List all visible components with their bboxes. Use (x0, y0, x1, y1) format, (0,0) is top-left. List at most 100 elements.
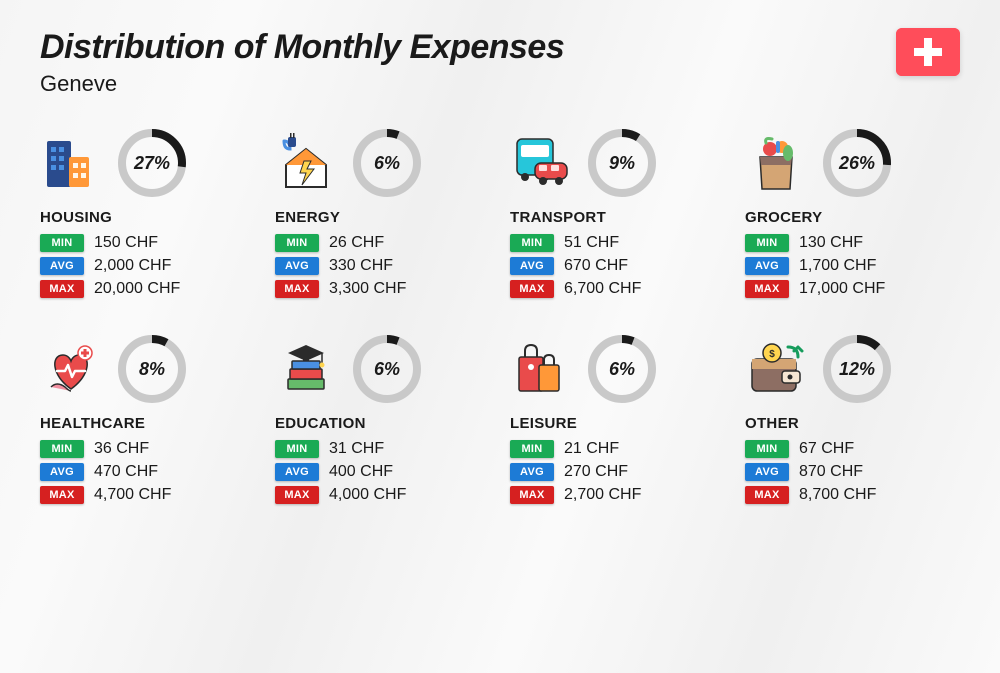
avg-badge: AVG (275, 463, 319, 481)
card-top: $ 12% (745, 333, 960, 405)
avg-badge: AVG (40, 257, 84, 275)
avg-value: 330 CHF (329, 257, 393, 275)
heart-care-icon (40, 338, 102, 400)
max-value: 20,000 CHF (94, 280, 180, 298)
category-name: LEISURE (510, 415, 725, 432)
max-value: 4,000 CHF (329, 486, 406, 504)
min-badge: MIN (510, 234, 554, 252)
swiss-flag-icon (896, 28, 960, 76)
min-value: 51 CHF (564, 234, 619, 252)
percentage-donut: 6% (586, 333, 658, 405)
percentage-value: 12% (821, 333, 893, 405)
max-badge: MAX (40, 486, 84, 504)
avg-badge: AVG (275, 257, 319, 275)
stat-max-row: MAX 8,700 CHF (745, 486, 960, 504)
percentage-donut: 26% (821, 127, 893, 199)
stat-avg-row: AVG 1,700 CHF (745, 257, 960, 275)
stat-min-row: MIN 36 CHF (40, 440, 255, 458)
svg-text:$: $ (769, 349, 775, 360)
category-name: EDUCATION (275, 415, 490, 432)
max-badge: MAX (510, 486, 554, 504)
min-value: 26 CHF (329, 234, 384, 252)
max-badge: MAX (745, 280, 789, 298)
percentage-donut: 6% (351, 127, 423, 199)
category-name: HEALTHCARE (40, 415, 255, 432)
card-top: 6% (275, 333, 490, 405)
max-badge: MAX (40, 280, 84, 298)
card-top: 8% (40, 333, 255, 405)
stat-max-row: MAX 4,700 CHF (40, 486, 255, 504)
grad-books-icon (275, 338, 337, 400)
percentage-value: 6% (351, 333, 423, 405)
grocery-bag-icon (745, 132, 807, 194)
min-badge: MIN (510, 440, 554, 458)
card-top: 26% (745, 127, 960, 199)
stat-min-row: MIN 67 CHF (745, 440, 960, 458)
categories-grid: 27% HOUSING MIN 150 CHF AVG 2,000 CHF MA… (40, 127, 960, 509)
category-name: GROCERY (745, 209, 960, 226)
avg-value: 870 CHF (799, 463, 863, 481)
subtitle: Geneve (40, 71, 564, 97)
avg-value: 470 CHF (94, 463, 158, 481)
stat-avg-row: AVG 270 CHF (510, 463, 725, 481)
power-house-icon (275, 132, 337, 194)
stat-max-row: MAX 2,700 CHF (510, 486, 725, 504)
min-value: 130 CHF (799, 234, 863, 252)
avg-badge: AVG (745, 257, 789, 275)
stat-min-row: MIN 130 CHF (745, 234, 960, 252)
percentage-value: 8% (116, 333, 188, 405)
max-value: 17,000 CHF (799, 280, 885, 298)
card-top: 6% (510, 333, 725, 405)
page-title: Distribution of Monthly Expenses (40, 28, 564, 67)
min-value: 21 CHF (564, 440, 619, 458)
avg-badge: AVG (510, 257, 554, 275)
stat-avg-row: AVG 2,000 CHF (40, 257, 255, 275)
category-card-housing: 27% HOUSING MIN 150 CHF AVG 2,000 CHF MA… (40, 127, 255, 303)
max-value: 6,700 CHF (564, 280, 641, 298)
percentage-value: 26% (821, 127, 893, 199)
percentage-donut: 8% (116, 333, 188, 405)
category-card-grocery: 26% GROCERY MIN 130 CHF AVG 1,700 CHF MA… (745, 127, 960, 303)
bus-car-icon (510, 132, 572, 194)
category-card-leisure: 6% LEISURE MIN 21 CHF AVG 270 CHF MAX 2,… (510, 333, 725, 509)
avg-value: 1,700 CHF (799, 257, 876, 275)
category-name: ENERGY (275, 209, 490, 226)
stat-max-row: MAX 20,000 CHF (40, 280, 255, 298)
avg-badge: AVG (510, 463, 554, 481)
stat-min-row: MIN 150 CHF (40, 234, 255, 252)
stat-min-row: MIN 26 CHF (275, 234, 490, 252)
category-card-other: $ 12% OTHER MIN 67 CHF AVG 870 CHF MAX 8… (745, 333, 960, 509)
avg-value: 270 CHF (564, 463, 628, 481)
stat-max-row: MAX 4,000 CHF (275, 486, 490, 504)
min-badge: MIN (745, 234, 789, 252)
min-badge: MIN (275, 234, 319, 252)
max-value: 8,700 CHF (799, 486, 876, 504)
max-badge: MAX (275, 280, 319, 298)
percentage-donut: 9% (586, 127, 658, 199)
stat-min-row: MIN 31 CHF (275, 440, 490, 458)
min-badge: MIN (40, 440, 84, 458)
category-name: HOUSING (40, 209, 255, 226)
max-value: 2,700 CHF (564, 486, 641, 504)
card-top: 9% (510, 127, 725, 199)
stat-avg-row: AVG 400 CHF (275, 463, 490, 481)
shopping-bags-icon (510, 338, 572, 400)
category-name: TRANSPORT (510, 209, 725, 226)
avg-value: 670 CHF (564, 257, 628, 275)
wallet-icon: $ (745, 338, 807, 400)
category-card-education: 6% EDUCATION MIN 31 CHF AVG 400 CHF MAX … (275, 333, 490, 509)
min-badge: MIN (40, 234, 84, 252)
stat-avg-row: AVG 670 CHF (510, 257, 725, 275)
category-name: OTHER (745, 415, 960, 432)
buildings-icon (40, 132, 102, 194)
max-badge: MAX (275, 486, 319, 504)
max-value: 4,700 CHF (94, 486, 171, 504)
percentage-donut: 6% (351, 333, 423, 405)
avg-value: 2,000 CHF (94, 257, 171, 275)
category-card-energy: 6% ENERGY MIN 26 CHF AVG 330 CHF MAX 3,3… (275, 127, 490, 303)
avg-badge: AVG (745, 463, 789, 481)
header: Distribution of Monthly Expenses Geneve (40, 28, 960, 97)
percentage-donut: 12% (821, 333, 893, 405)
title-block: Distribution of Monthly Expenses Geneve (40, 28, 564, 97)
stat-min-row: MIN 21 CHF (510, 440, 725, 458)
